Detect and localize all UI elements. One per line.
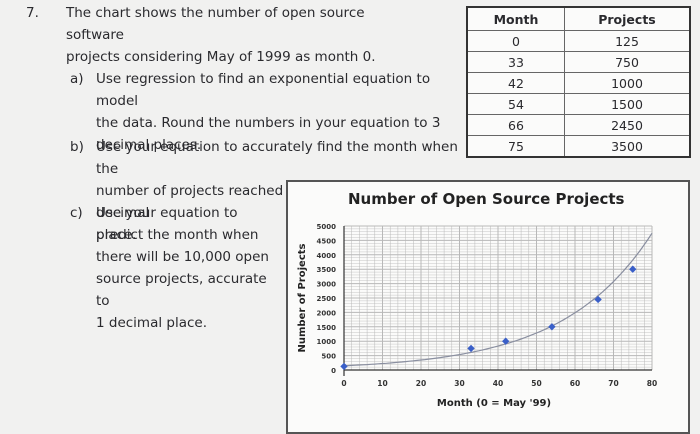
part-c-line: predict the month when [96,227,259,243]
data-point [467,344,475,353]
table-cell: 125 [564,30,691,52]
x-tick-label: 60 [570,379,580,388]
x-tick-label: 30 [454,379,464,388]
table-row: 75 3500 [466,135,691,158]
y-axis-label: Number of Projects [297,243,308,352]
data-point [340,362,348,371]
data-point [502,337,510,345]
data-point [548,323,556,331]
table-cell: 66 [466,114,565,136]
table-cell: 3500 [564,135,691,158]
chart-title: Number of Open Source Projects [348,190,625,208]
data-point [629,265,637,273]
question-stem: The chart shows the number of open sourc… [66,2,426,68]
y-tick-label: 4500 [317,237,337,245]
part-c-line: 1 decimal place. [96,315,208,331]
stem-line: projects considering May of 1999 as mont… [66,49,376,65]
table-row: 66 2450 [466,114,691,136]
stem-line: The chart shows the number of open sourc… [66,5,365,43]
y-tick-label: 0 [331,367,336,375]
table-header-row: Month Projects [466,6,691,31]
chart-frame [286,180,690,434]
y-tick-label: 3500 [317,266,337,274]
x-tick-label: 20 [416,379,426,388]
y-tick-label: 1000 [317,338,337,346]
part-b-line: Use your equation to accurately find the… [96,139,458,177]
table-row: 33 750 [466,51,691,73]
y-tick-label: 3000 [317,281,337,289]
table-row: 42 1000 [466,72,691,94]
y-tick-label: 4000 [317,252,337,260]
part-a-line: decimal places. [96,137,202,153]
table-cell: 75 [466,135,565,158]
x-tick-label: 0 [341,379,346,388]
part-c-line: Use your equation to [96,205,238,221]
y-tick-label: 2500 [317,295,337,303]
data-table: Month Projects 0 125 33 750 42 1000 54 1500 … [466,6,691,158]
part-c-line: source projects, accurate to [96,271,267,309]
trendline [343,232,653,367]
part-a-label: a) [70,71,84,87]
y-tick-label: 1500 [317,324,337,332]
x-tick-label: 40 [493,379,503,388]
x-tick-label: 80 [647,379,657,388]
part-a-line: Use regression to find an exponential eq… [96,71,431,109]
table-row: 54 1500 [466,93,691,115]
table-cell: 1000 [564,72,691,94]
part-c-text: Use your equation to predict the month w… [96,202,276,334]
y-tick-label: 2000 [317,309,337,317]
table-header-month: Month [466,6,565,31]
part-c-label: c) [70,205,83,221]
table-cell: 2450 [564,114,691,136]
x-tick-label: 10 [377,379,387,388]
x-axis-label: Month (0 = May '99) [437,398,551,409]
y-tick-label: 5000 [317,223,337,231]
x-tick-label: 50 [531,379,541,388]
table-cell: 1500 [564,93,691,115]
part-b-label: b) [70,139,84,155]
data-point [594,295,602,304]
part-a-text: Use regression to find an exponential eq… [96,68,456,156]
x-tick-label: 70 [608,379,618,388]
y-tick-label: 500 [321,353,336,361]
part-b-line: place. [96,227,137,243]
table-row: 0 125 [466,30,691,52]
part-a-line: the data. Round the numbers in your equa… [96,115,441,131]
part-c-line: there will be 10,000 open [96,249,269,265]
table-cell: 54 [466,93,565,115]
question-number: 7. [26,5,39,21]
